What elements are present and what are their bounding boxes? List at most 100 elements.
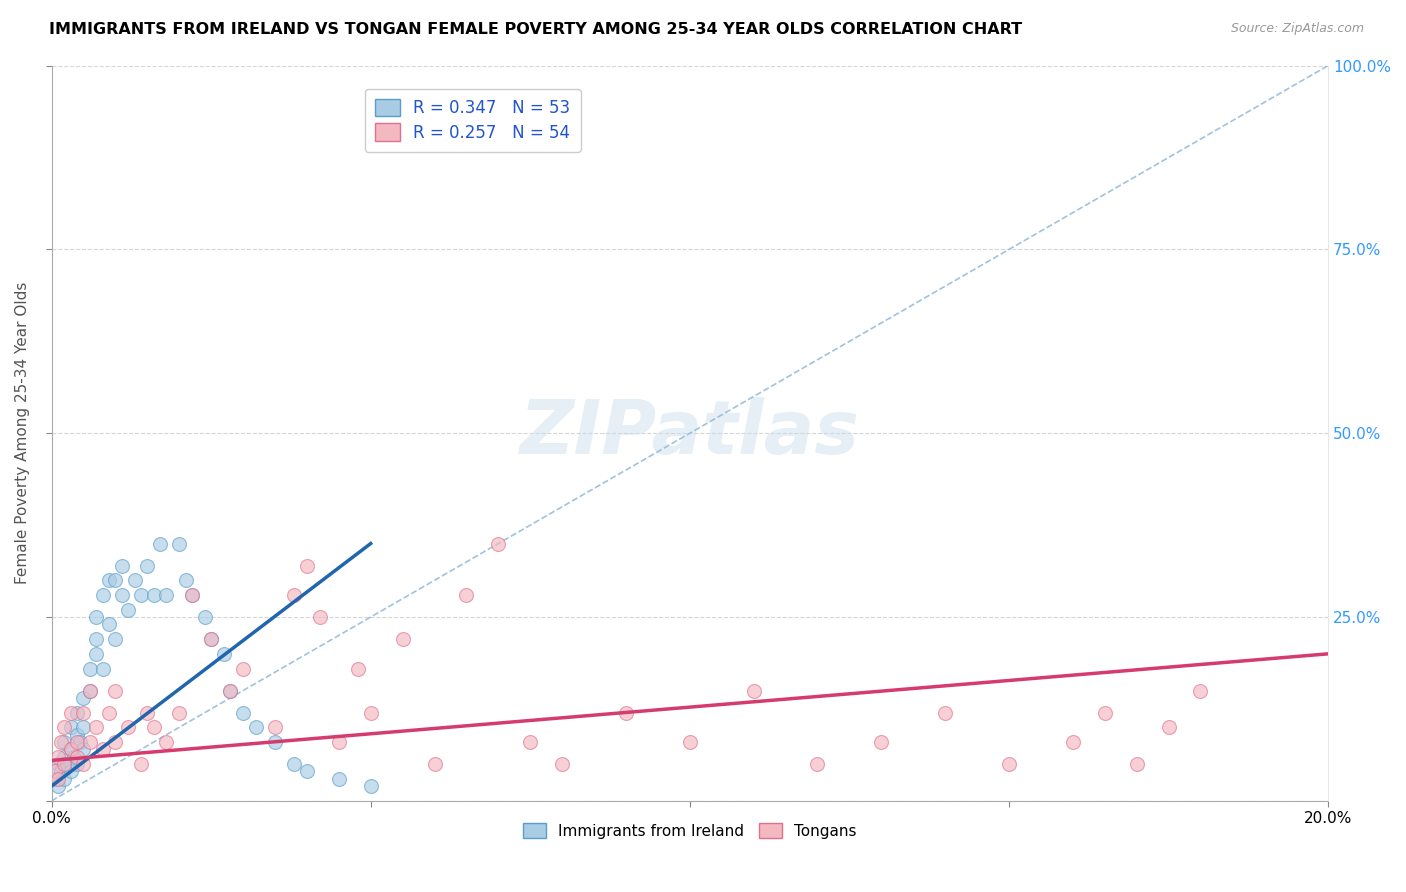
- Point: [1189, 683, 1212, 698]
- Point: [59, 706, 82, 720]
- Point: [46, 779, 69, 793]
- Point: [167, 536, 190, 550]
- Point: [998, 757, 1021, 772]
- Point: [391, 632, 413, 647]
- Point: [167, 706, 190, 720]
- Point: [219, 683, 242, 698]
- Point: [53, 772, 76, 786]
- Point: [63, 749, 86, 764]
- Point: [614, 706, 637, 720]
- Point: [84, 647, 107, 661]
- Point: [53, 749, 76, 764]
- Point: [124, 574, 146, 588]
- Point: [149, 536, 172, 550]
- Point: [200, 632, 222, 647]
- Point: [328, 772, 350, 786]
- Point: [129, 757, 152, 772]
- Point: [111, 558, 134, 573]
- Point: [66, 706, 89, 720]
- Point: [91, 588, 114, 602]
- Point: [53, 757, 76, 772]
- Point: [72, 690, 94, 705]
- Point: [53, 720, 76, 734]
- Point: [264, 735, 287, 749]
- Point: [117, 720, 139, 734]
- Point: [200, 632, 222, 647]
- Point: [59, 764, 82, 779]
- Point: [181, 588, 204, 602]
- Point: [98, 574, 121, 588]
- Point: [1125, 757, 1147, 772]
- Point: [46, 749, 69, 764]
- Point: [136, 558, 159, 573]
- Point: [84, 632, 107, 647]
- Point: [142, 720, 165, 734]
- Point: [91, 661, 114, 675]
- Point: [423, 757, 446, 772]
- Point: [308, 610, 330, 624]
- Point: [46, 772, 69, 786]
- Point: [104, 632, 127, 647]
- Point: [136, 706, 159, 720]
- Point: [66, 728, 89, 742]
- Point: [84, 610, 107, 624]
- Point: [79, 683, 101, 698]
- Point: [360, 706, 382, 720]
- Point: [117, 603, 139, 617]
- Legend: Immigrants from Ireland, Tongans: Immigrants from Ireland, Tongans: [516, 816, 863, 845]
- Point: [212, 647, 235, 661]
- Point: [551, 757, 574, 772]
- Point: [66, 749, 89, 764]
- Point: [155, 588, 177, 602]
- Point: [79, 735, 101, 749]
- Point: [49, 764, 72, 779]
- Y-axis label: Female Poverty Among 25-34 Year Olds: Female Poverty Among 25-34 Year Olds: [15, 282, 30, 584]
- Point: [328, 735, 350, 749]
- Point: [232, 661, 254, 675]
- Point: [104, 683, 127, 698]
- Point: [194, 610, 217, 624]
- Point: [59, 720, 82, 734]
- Point: [104, 574, 127, 588]
- Point: [283, 588, 305, 602]
- Point: [264, 720, 287, 734]
- Point: [219, 683, 242, 698]
- Point: [72, 757, 94, 772]
- Point: [72, 706, 94, 720]
- Point: [806, 757, 828, 772]
- Point: [870, 735, 893, 749]
- Point: [155, 735, 177, 749]
- Point: [934, 706, 956, 720]
- Point: [174, 574, 197, 588]
- Point: [283, 757, 305, 772]
- Point: [142, 588, 165, 602]
- Point: [84, 720, 107, 734]
- Point: [1062, 735, 1084, 749]
- Point: [295, 558, 318, 573]
- Point: [98, 617, 121, 632]
- Point: [360, 779, 382, 793]
- Point: [69, 735, 91, 749]
- Point: [456, 588, 478, 602]
- Point: [79, 683, 101, 698]
- Point: [129, 588, 152, 602]
- Point: [66, 757, 89, 772]
- Point: [46, 757, 69, 772]
- Point: [56, 757, 79, 772]
- Point: [519, 735, 541, 749]
- Point: [295, 764, 318, 779]
- Point: [59, 742, 82, 756]
- Point: [72, 742, 94, 756]
- Point: [232, 706, 254, 720]
- Point: [679, 735, 702, 749]
- Point: [104, 735, 127, 749]
- Text: ZIPatlas: ZIPatlas: [520, 397, 860, 470]
- Text: Source: ZipAtlas.com: Source: ZipAtlas.com: [1230, 22, 1364, 36]
- Point: [72, 720, 94, 734]
- Text: IMMIGRANTS FROM IRELAND VS TONGAN FEMALE POVERTY AMONG 25-34 YEAR OLDS CORRELATI: IMMIGRANTS FROM IRELAND VS TONGAN FEMALE…: [49, 22, 1022, 37]
- Point: [66, 735, 89, 749]
- Point: [44, 764, 66, 779]
- Point: [91, 742, 114, 756]
- Point: [1157, 720, 1180, 734]
- Point: [245, 720, 267, 734]
